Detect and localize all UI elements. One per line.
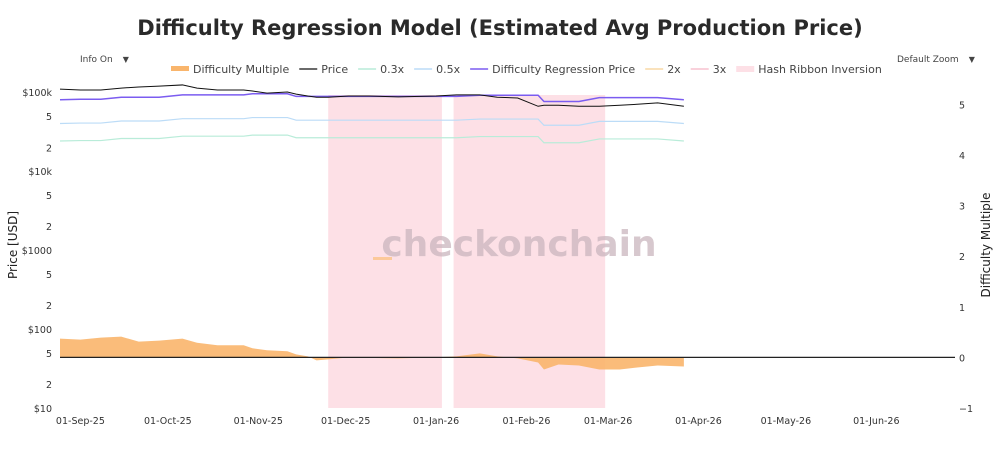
x-tick-label: 01-Mar-26: [584, 416, 632, 427]
chart-title: Difficulty Regression Model (Estimated A…: [137, 16, 863, 40]
x-tick-label: 01-Apr-26: [675, 416, 722, 427]
x-tick-label: 01-Dec-25: [321, 416, 370, 427]
triangle-down-icon: ▼: [968, 55, 975, 64]
y-tick-label: $100k: [22, 88, 52, 99]
y2-tick-label: 4: [959, 151, 965, 162]
y2-tick-label: 5: [959, 100, 965, 111]
y-tick-label: 5: [46, 270, 52, 281]
legend-item: Hash Ribbon Inversion: [758, 63, 882, 76]
y2-axis-label: Difficulty Multiple: [979, 193, 993, 298]
y-tick-label: $100: [28, 325, 52, 336]
band-line-0-3x: [59, 134, 684, 144]
x-tick-label: 01-Oct-25: [144, 416, 192, 427]
legend-item: Difficulty Regression Price: [492, 63, 635, 76]
info-dropdown-label: Info On: [80, 55, 113, 65]
zoom-dropdown-label: Default Zoom: [897, 55, 959, 65]
y-tick-label: $10: [34, 404, 52, 415]
legend-item: 3x: [713, 63, 727, 76]
legend-item: 0.3x: [380, 63, 404, 76]
difficulty-multiple-area: [60, 336, 684, 370]
legend-item: Difficulty Multiple: [193, 63, 289, 76]
x-tick-label: 01-May-26: [761, 416, 812, 427]
y-tick-label: 5: [46, 191, 52, 202]
price-line: [59, 84, 684, 107]
legend-swatch: [736, 66, 755, 72]
y2-tick-label: 2: [959, 252, 965, 263]
y-tick-label: $1000: [22, 246, 52, 257]
legend-item: 2x: [667, 63, 681, 76]
watermark: checkonchain: [381, 224, 656, 265]
y-tick-label: 5: [46, 112, 52, 123]
x-tick-label: 01-Sep-25: [56, 416, 105, 427]
y2-tick-label: 3: [959, 202, 965, 213]
x-tick-label: 01-Jan-26: [413, 416, 459, 427]
x-tick-label: 01-Jun-26: [853, 416, 899, 427]
info-dropdown[interactable]: Info On ▼: [74, 52, 135, 68]
legend-item: 0.5x: [436, 63, 460, 76]
triangle-down-icon: ▼: [122, 55, 129, 64]
y-tick-label: 5: [46, 349, 52, 360]
y2-tick-label: 1: [959, 303, 965, 314]
legend-swatch: [171, 66, 189, 71]
x-tick-label: 01-Feb-26: [503, 416, 551, 427]
y-tick-label: 2: [46, 143, 52, 154]
y2-tick-label: −1: [959, 404, 973, 415]
y-tick-label: $10k: [28, 167, 52, 178]
band-line-0-5x: [59, 116, 684, 126]
zoom-dropdown[interactable]: Default Zoom ▼: [891, 52, 981, 68]
legend-item: Price: [321, 63, 348, 76]
y-axis-label: Price [USD]: [6, 211, 20, 279]
watermark-logo-dash: [373, 257, 392, 260]
y2-tick-label: 0: [959, 353, 965, 364]
y-tick-label: 2: [46, 380, 52, 391]
x-tick-label: 01-Nov-25: [234, 416, 283, 427]
hash-ribbon-band: [328, 95, 442, 408]
y-tick-label: 2: [46, 222, 52, 233]
y-tick-label: 2: [46, 301, 52, 312]
